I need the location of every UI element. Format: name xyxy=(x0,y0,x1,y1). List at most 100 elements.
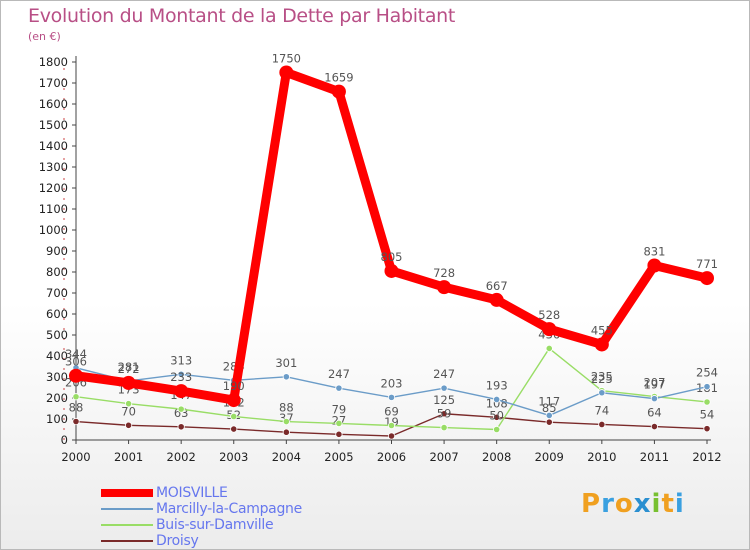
logo-letter: x xyxy=(633,489,652,519)
data-label: 272 xyxy=(118,362,140,376)
data-point xyxy=(282,417,290,426)
data-label: 50 xyxy=(489,409,504,423)
data-label: 1750 xyxy=(272,52,301,66)
data-label: 88 xyxy=(279,401,294,415)
data-point xyxy=(226,393,241,408)
y-tick-label: 1800 xyxy=(39,55,68,69)
legend-label: Marcilly-la-Campagne xyxy=(156,501,302,517)
y-tick-label: 0 xyxy=(61,433,68,447)
data-label: 805 xyxy=(381,250,403,264)
y-tick-label: 400 xyxy=(46,349,68,363)
series-moisville: 306 272 233 190 1750 1659 805 728 667 528 455 831 77… xyxy=(65,52,718,408)
data-point xyxy=(545,418,553,426)
data-point xyxy=(177,405,185,413)
data-point xyxy=(440,384,448,392)
data-label: 74 xyxy=(595,403,610,417)
data-point xyxy=(703,425,711,433)
data-label: 831 xyxy=(643,244,665,258)
data-label: 247 xyxy=(328,367,350,381)
data-point xyxy=(335,430,343,438)
legend-label: Droisy xyxy=(156,533,199,549)
data-point xyxy=(230,425,238,433)
data-point xyxy=(700,271,714,286)
data-label: 281 xyxy=(118,360,140,374)
y-tick-label: 900 xyxy=(46,244,68,258)
data-point xyxy=(650,395,659,403)
data-point xyxy=(335,419,343,428)
data-point xyxy=(177,370,185,378)
data-point xyxy=(72,417,80,426)
x-tick-label: 2010 xyxy=(587,450,616,464)
y-tick-label: 1200 xyxy=(39,181,68,195)
y-tick-label: 600 xyxy=(46,307,68,321)
data-label: 70 xyxy=(121,404,136,418)
data-point xyxy=(650,422,659,431)
data-point xyxy=(598,389,606,397)
legend-swatch xyxy=(101,489,153,497)
data-point xyxy=(489,292,504,307)
data-label: 306 xyxy=(65,355,87,369)
data-label: 197 xyxy=(643,378,665,392)
data-point xyxy=(703,383,711,391)
data-label: 207 xyxy=(643,376,665,390)
chart-unit-label: (en €) xyxy=(28,30,61,43)
data-label: 1659 xyxy=(324,71,353,85)
x-tick-label: 2002 xyxy=(167,450,196,464)
data-point xyxy=(69,368,83,383)
logo-letter: i xyxy=(651,489,662,519)
y-tick-label: 1600 xyxy=(39,97,68,111)
data-label: 528 xyxy=(538,308,560,322)
x-tick-label: 2012 xyxy=(692,450,721,464)
data-point xyxy=(387,421,396,430)
data-point xyxy=(124,421,133,429)
data-point xyxy=(121,375,136,390)
y-tick-label: 1700 xyxy=(39,76,68,90)
data-label: 85 xyxy=(542,401,557,415)
legend-item: MOISVILLE xyxy=(101,485,361,501)
brand-logo: Proxiti xyxy=(581,489,685,519)
y-tick-label: 1000 xyxy=(39,223,68,237)
x-tick-label: 2005 xyxy=(324,450,353,464)
y-tick-label: 100 xyxy=(46,412,68,426)
data-label: 771 xyxy=(696,257,718,271)
data-point xyxy=(279,65,294,80)
data-point xyxy=(542,322,557,337)
legend-swatch xyxy=(101,540,153,542)
x-tick-label: 2000 xyxy=(61,450,90,464)
data-point xyxy=(493,425,501,434)
data-label: 203 xyxy=(381,376,403,390)
data-label: 59 xyxy=(437,407,452,421)
logo-letter: P xyxy=(581,489,602,519)
data-point xyxy=(545,411,553,420)
logo-letter: t xyxy=(661,489,675,519)
data-point xyxy=(282,373,290,381)
data-point xyxy=(493,413,501,421)
data-point xyxy=(493,395,501,404)
data-point xyxy=(230,412,238,421)
data-point xyxy=(594,337,609,352)
legend-swatch xyxy=(101,524,153,526)
data-label: 455 xyxy=(591,323,613,337)
y-tick-label: 1100 xyxy=(39,202,68,216)
data-point xyxy=(598,420,606,429)
data-label: 193 xyxy=(486,378,508,392)
y-tick-label: 500 xyxy=(46,328,68,342)
chart-title: Evolution du Montant de la Dette par Hab… xyxy=(28,5,456,27)
data-label: 247 xyxy=(433,367,455,381)
data-point xyxy=(174,384,189,399)
data-label: 313 xyxy=(170,353,192,367)
logo-letter: o xyxy=(614,489,634,519)
y-tick-label: 300 xyxy=(46,370,68,384)
data-label: 117 xyxy=(538,394,560,408)
chart-legend: MOISVILLE Marcilly-la-Campagne Buis-sur-Da… xyxy=(101,485,361,549)
data-point xyxy=(440,424,448,432)
data-point xyxy=(177,423,185,431)
data-label: 344 xyxy=(65,347,87,361)
data-point xyxy=(703,398,711,406)
data-point xyxy=(331,84,346,99)
legend-item: Buis-sur-Damville xyxy=(101,517,361,533)
data-label: 125 xyxy=(433,393,455,407)
legend-label: Buis-sur-Damville xyxy=(156,517,274,533)
y-tick-label: 1500 xyxy=(39,118,68,132)
x-tick-label: 2011 xyxy=(640,450,669,464)
